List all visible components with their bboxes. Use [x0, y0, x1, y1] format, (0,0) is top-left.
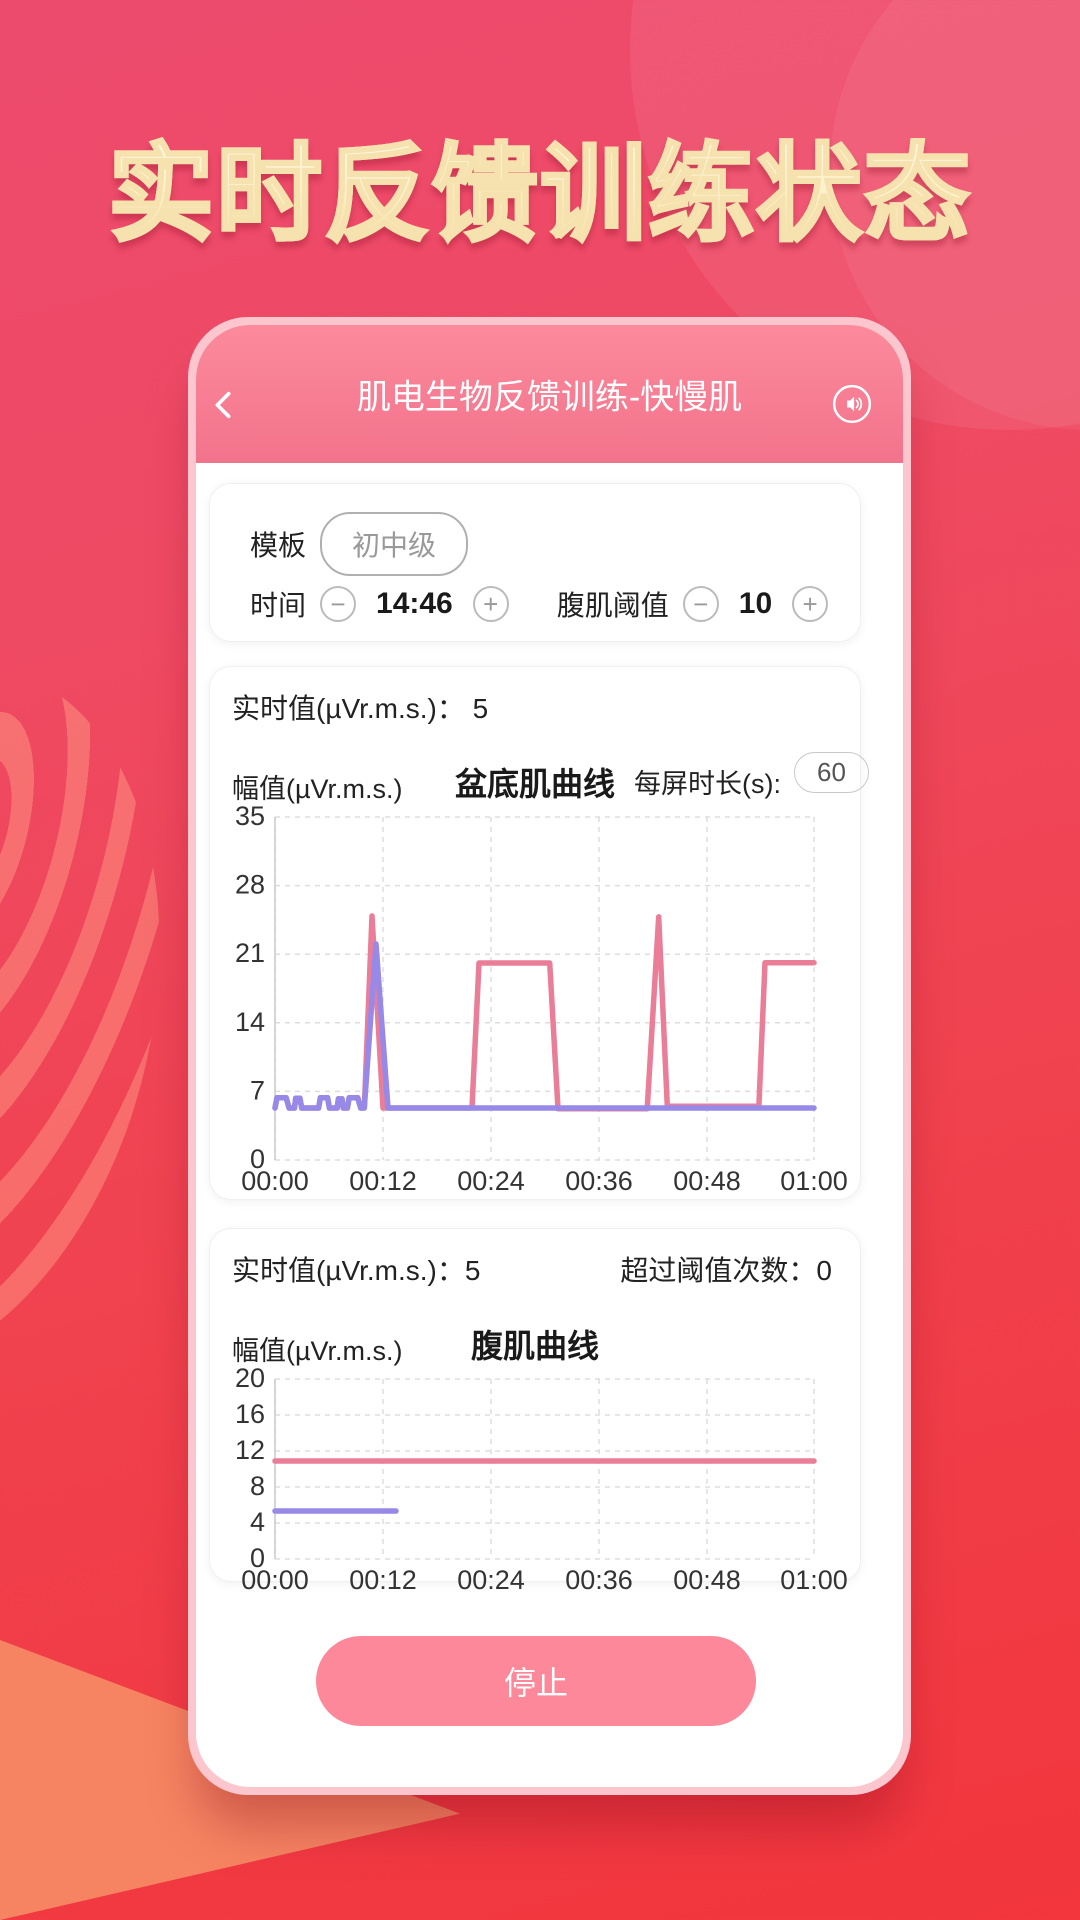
svg-text:12: 12 — [235, 1435, 265, 1465]
svg-text:4: 4 — [250, 1507, 265, 1537]
svg-text:00:48: 00:48 — [673, 1565, 741, 1595]
svg-text:00:12: 00:12 — [349, 1166, 417, 1196]
svg-text:28: 28 — [235, 870, 265, 900]
svg-text:21: 21 — [235, 938, 265, 968]
svg-text:00:36: 00:36 — [565, 1565, 633, 1595]
svg-text:00:48: 00:48 — [673, 1166, 741, 1196]
svg-text:20: 20 — [235, 1363, 265, 1393]
svg-text:16: 16 — [235, 1399, 265, 1429]
svg-text:01:00: 01:00 — [780, 1166, 848, 1196]
svg-text:00:24: 00:24 — [457, 1166, 525, 1196]
svg-text:00:00: 00:00 — [241, 1565, 309, 1595]
svg-text:14: 14 — [235, 1007, 265, 1037]
svg-text:00:12: 00:12 — [349, 1565, 417, 1595]
svg-text:8: 8 — [250, 1471, 265, 1501]
svg-text:7: 7 — [250, 1075, 265, 1105]
svg-text:35: 35 — [235, 801, 265, 831]
svg-text:01:00: 01:00 — [780, 1565, 848, 1595]
svg-text:00:36: 00:36 — [565, 1166, 633, 1196]
svg-text:00:00: 00:00 — [241, 1166, 309, 1196]
svg-text:00:24: 00:24 — [457, 1565, 525, 1595]
